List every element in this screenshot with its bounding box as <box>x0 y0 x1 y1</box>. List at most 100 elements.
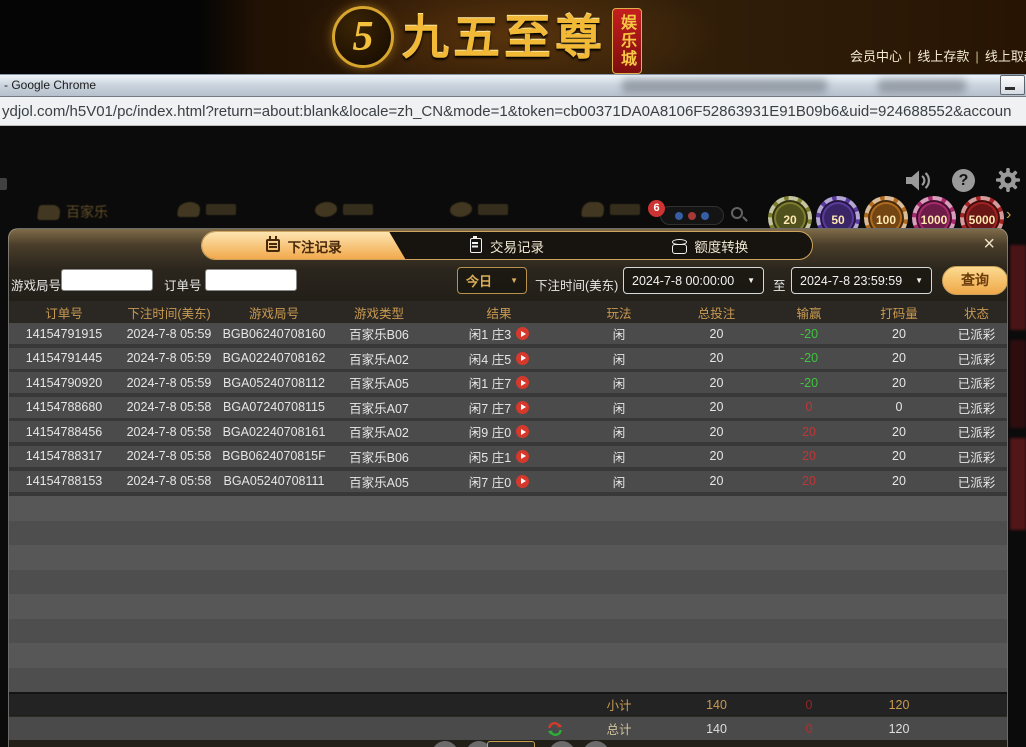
order-input[interactable] <box>205 269 297 291</box>
close-icon[interactable]: × <box>983 233 995 255</box>
gear-icon[interactable] <box>996 168 1020 192</box>
tab-quota-transfer[interactable]: 额度转换 <box>609 232 812 259</box>
logo-5-icon: 5 <box>332 6 394 68</box>
subtotal-turnover: 120 <box>888 697 910 712</box>
table-row: 14154788153 2024-7-8 05:58 BGA0524070811… <box>9 470 1007 492</box>
tab-bet-records[interactable]: 下注记录 <box>202 232 405 259</box>
quick-range-value: 今日 <box>466 274 493 289</box>
cell-win-loss: 20 <box>802 449 816 464</box>
cell-turnover: 20 <box>892 449 906 464</box>
empty-row <box>9 520 1007 545</box>
search-icon <box>731 207 743 219</box>
cell-result: 闲5 庄1 <box>468 450 512 465</box>
cell-bet-time: 2024-7-8 05:59 <box>126 326 212 341</box>
chevron-down-icon: ▼ <box>510 276 518 285</box>
chip-rack-arrow-icon: › <box>1006 206 1012 223</box>
table-row: 14154788456 2024-7-8 05:58 BGA0224070816… <box>9 421 1007 443</box>
to-datetime-select[interactable]: 2024-7-8 23:59:59 ▼ <box>791 267 932 294</box>
page-number-input[interactable] <box>487 741 535 747</box>
cell-round-id: BGB06240708160 <box>222 326 326 341</box>
table-row: 14154791915 2024-7-8 05:59 BGB0624070816… <box>9 323 1007 344</box>
play-icon[interactable] <box>516 474 530 488</box>
col-game-type: 游戏类型 <box>353 306 404 321</box>
tab-transaction-records[interactable]: 交易记录 <box>405 232 608 259</box>
cell-status: 已派彩 <box>957 475 996 490</box>
cell-total-bet: 20 <box>709 326 724 341</box>
refresh-swap-icon[interactable] <box>547 721 563 737</box>
cell-order-id: 14154788456 <box>25 424 103 439</box>
from-datetime-select[interactable]: 2024-7-8 00:00:00 ▼ <box>623 267 764 294</box>
logo-title: 九五至尊 <box>402 11 606 64</box>
pagination-first-button[interactable] <box>432 741 458 747</box>
total-turnover: 120 <box>888 721 910 736</box>
from-datetime-value: 2024-7-8 00:00:00 <box>632 273 735 288</box>
speaker-icon[interactable] <box>905 170 931 191</box>
minimize-button[interactable] <box>1000 75 1025 95</box>
cell-round-id: BGA05240708112 <box>223 375 325 390</box>
cell-win-loss: -20 <box>799 375 819 390</box>
lobby-item-label: 百家乐 <box>66 204 108 220</box>
total-label: 总计 <box>606 723 632 737</box>
url-bar[interactable]: ydjol.com/h5V01/pc/index.html?return=abo… <box>0 97 1026 126</box>
cell-bet-time: 2024-7-8 05:59 <box>126 375 212 390</box>
url-text: ydjol.com/h5V01/pc/index.html?return=abo… <box>2 103 1012 120</box>
cell-round-id: BGA07240708115 <box>223 400 325 415</box>
cell-bet-time: 2024-7-8 05:58 <box>126 449 212 464</box>
page-toolbar: ? <box>905 168 1020 192</box>
nav-separator: | <box>908 49 912 64</box>
cell-turnover: 20 <box>892 375 906 390</box>
cell-status: 已派彩 <box>957 426 996 441</box>
cell-turnover: 0 <box>895 400 903 415</box>
lobby-item-label-blurred <box>206 204 236 215</box>
chevron-down-icon: ▼ <box>915 276 923 285</box>
logo-badge: 娱乐城 <box>612 8 642 74</box>
empty-row <box>9 545 1007 570</box>
cell-game-type: 百家乐A02 <box>349 352 409 367</box>
play-icon[interactable] <box>516 425 530 439</box>
empty-row <box>9 643 1007 668</box>
cell-order-id: 14154788680 <box>25 400 103 415</box>
play-icon[interactable] <box>516 376 530 390</box>
lobby-item-label-blurred <box>343 204 373 215</box>
cell-turnover: 20 <box>892 351 906 366</box>
empty-row <box>9 667 1007 692</box>
play-icon[interactable] <box>516 449 530 463</box>
filters-bar: 游戏局号 订单号 今日 ▼ 下注时间(美东) 2024-7-8 00:00:00… <box>9 266 1007 297</box>
cell-order-id: 14154790920 <box>25 375 103 390</box>
cell-total-bet: 20 <box>709 375 724 390</box>
cell-result: 闲7 庄0 <box>468 475 512 490</box>
chrome-titlebar[interactable]: - Google Chrome <box>0 74 1026 97</box>
help-icon[interactable]: ? <box>952 168 975 192</box>
quick-range-select[interactable]: 今日 ▼ <box>457 267 527 294</box>
nav-deposit[interactable]: 线上存款 <box>917 49 970 64</box>
nav-withdraw[interactable]: 线上取款 <box>984 49 1026 64</box>
empty-row <box>9 569 1007 594</box>
pagination-next-button[interactable] <box>549 741 575 747</box>
cell-bet-time: 2024-7-8 05:58 <box>126 424 212 439</box>
cell-total-bet: 20 <box>709 424 724 439</box>
cell-win-loss: -20 <box>799 326 819 341</box>
game-round-input[interactable] <box>61 269 153 291</box>
nav-separator: | <box>975 49 979 64</box>
chevron-down-icon: ▼ <box>747 276 755 285</box>
nav-member-center[interactable]: 会员中心 <box>850 49 903 64</box>
col-status: 状态 <box>963 306 989 321</box>
lobby-item <box>580 202 640 217</box>
pagination-last-button[interactable] <box>583 741 609 747</box>
cell-status: 已派彩 <box>957 450 996 465</box>
cell-round-id: BGB0624070815F <box>222 449 326 464</box>
lobby-game-icon <box>313 202 339 217</box>
lobby-game-icon <box>176 202 202 217</box>
play-icon[interactable] <box>516 400 530 414</box>
clipboard-icon <box>469 236 482 253</box>
search-button[interactable]: 查询 <box>942 266 1007 295</box>
cell-result: 闲1 庄7 <box>468 377 512 392</box>
lobby-item <box>176 202 236 217</box>
play-icon[interactable] <box>516 351 530 365</box>
cell-result: 闲1 庄3 <box>468 328 512 342</box>
modal-tabs: 下注记录 交易记录 额度转换 <box>201 231 813 260</box>
pagination-prev-button[interactable] <box>466 741 492 747</box>
dot-icon <box>688 211 696 220</box>
play-icon[interactable] <box>516 327 530 340</box>
table-row: 14154788680 2024-7-8 05:58 BGA0724070811… <box>9 396 1007 418</box>
